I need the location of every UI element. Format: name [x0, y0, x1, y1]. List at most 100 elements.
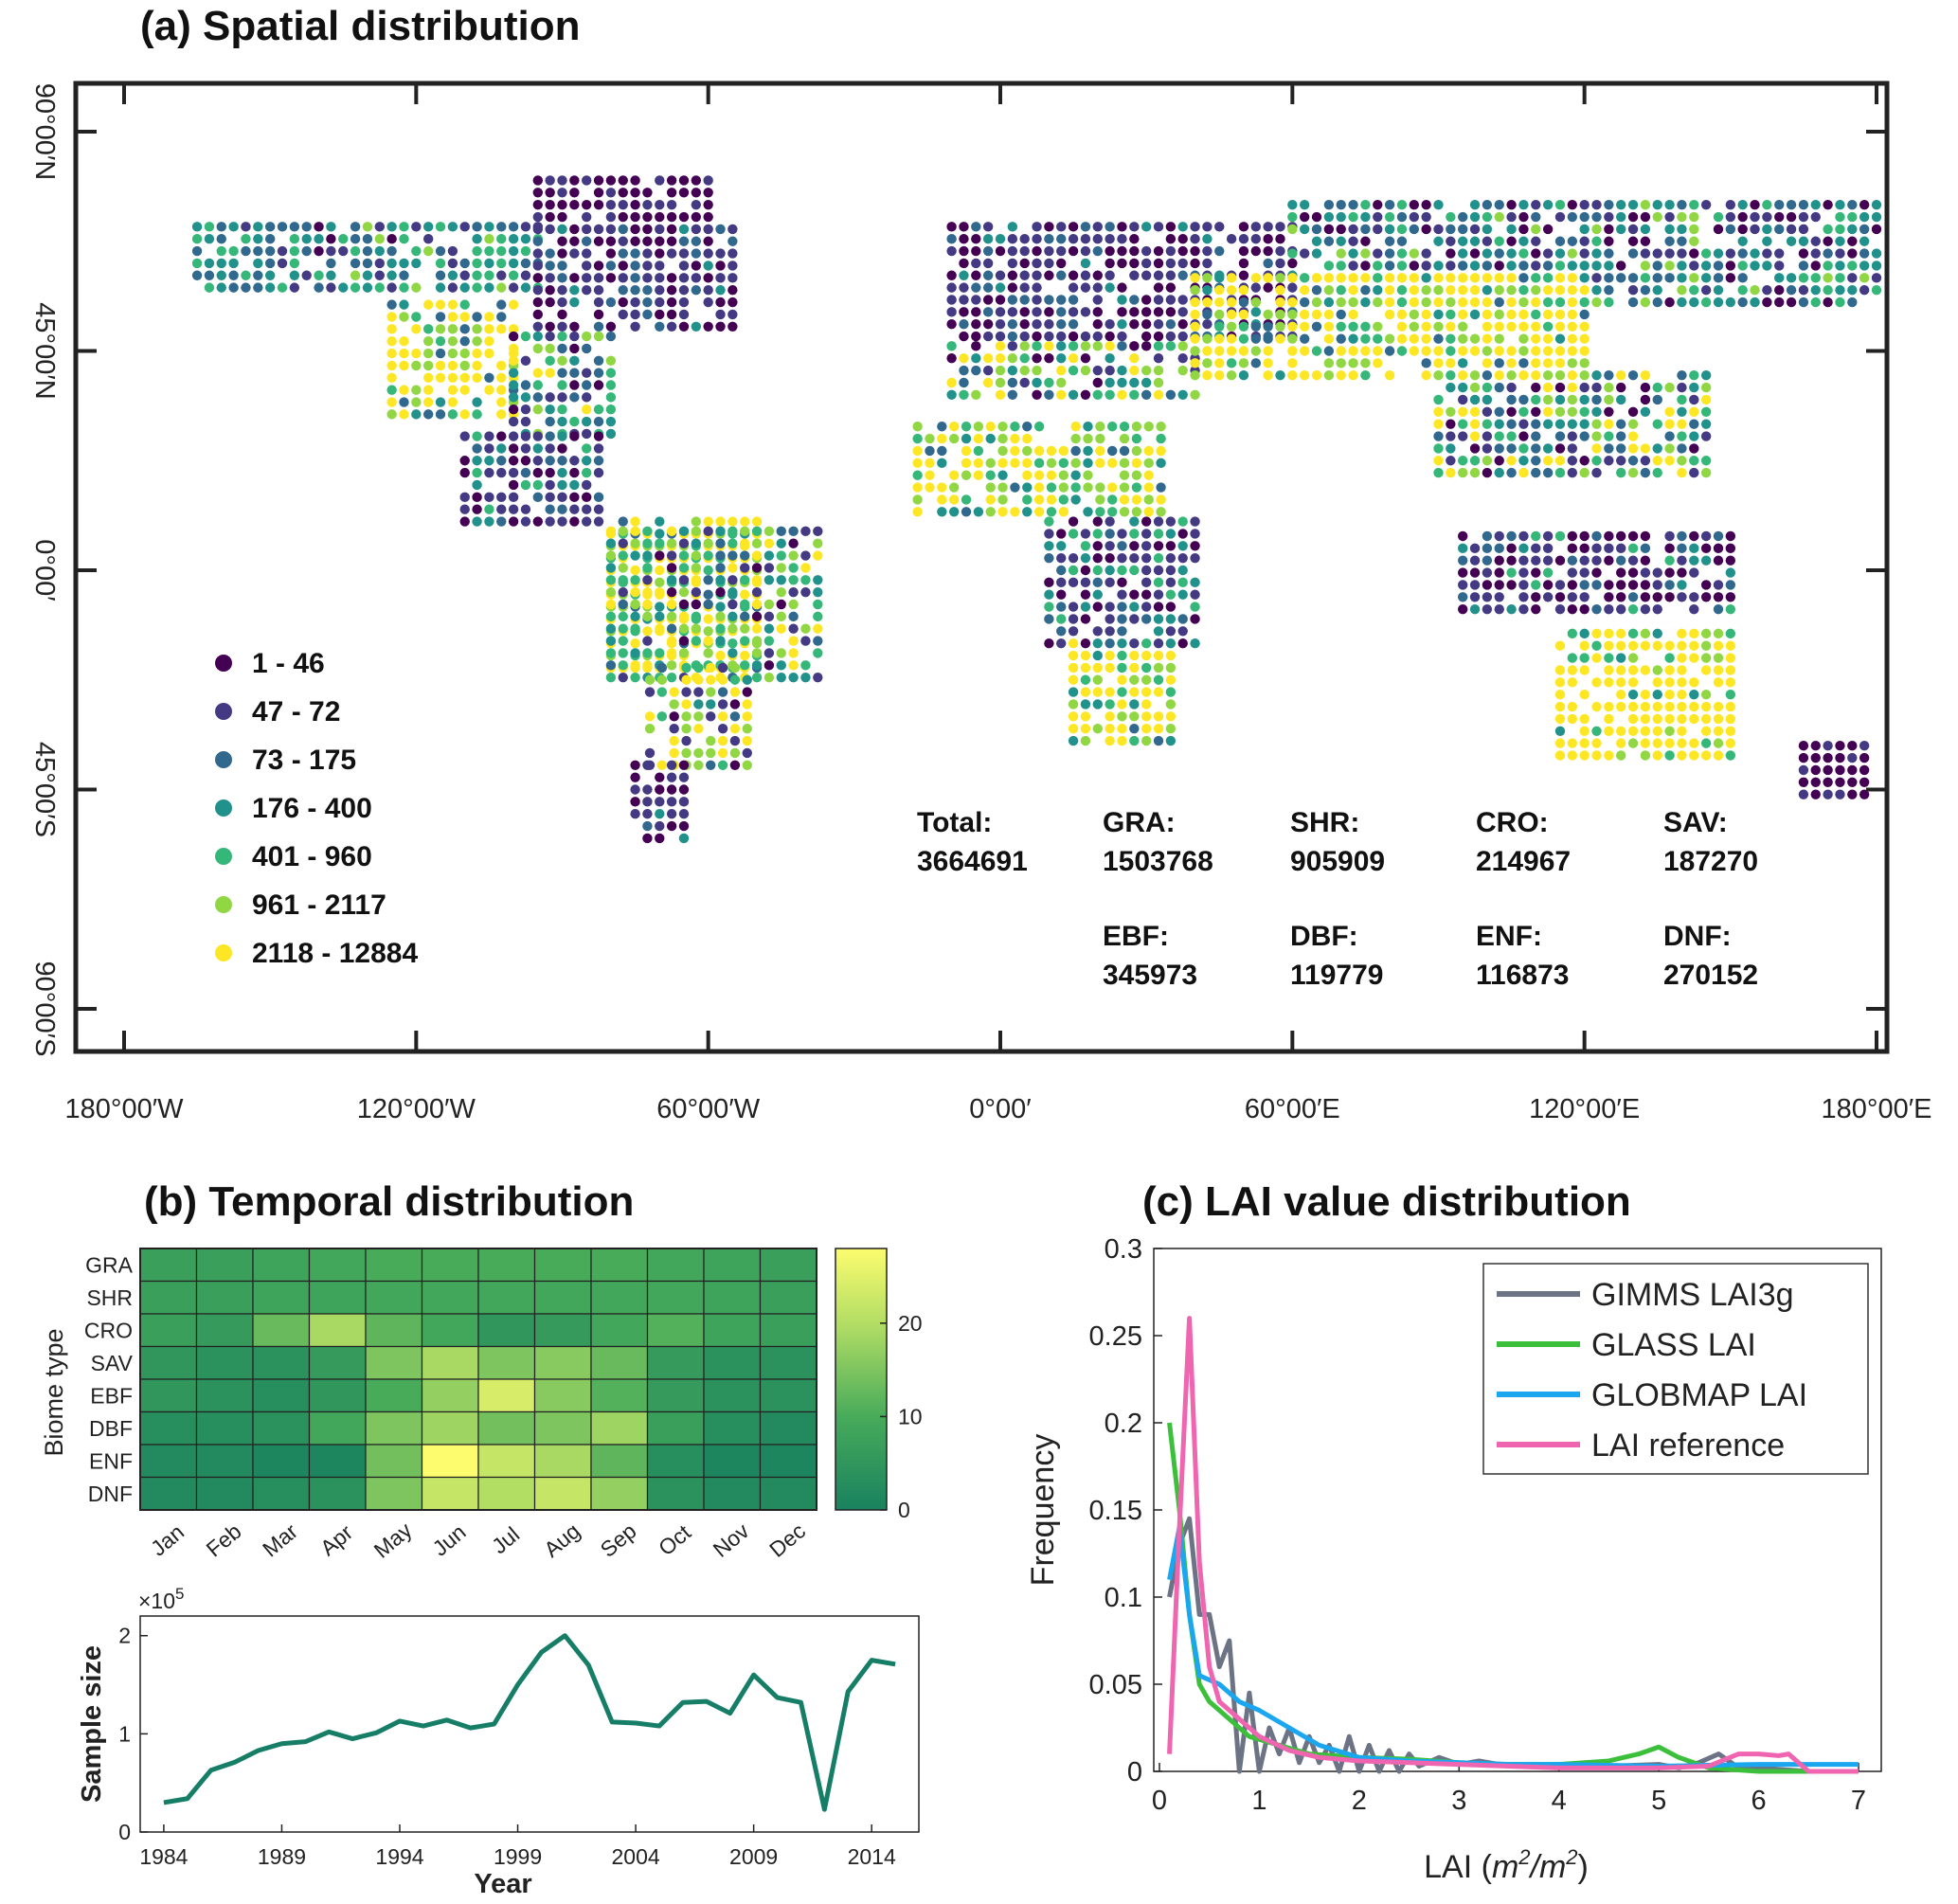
- x-tick-label: 1999: [494, 1844, 542, 1869]
- map-dot: [946, 282, 957, 293]
- map-dot: [362, 270, 373, 280]
- map-dot: [1263, 309, 1273, 320]
- map-dot: [1080, 341, 1091, 351]
- map-dot: [961, 458, 972, 469]
- map-dot: [655, 797, 665, 807]
- map-dot: [191, 245, 203, 257]
- heatmap-cell: [195, 1345, 254, 1380]
- map-dot: [532, 443, 544, 454]
- map-dot: [973, 458, 984, 469]
- map-dot: [740, 623, 750, 634]
- map-dot: [1214, 309, 1225, 320]
- map-dot: [1469, 567, 1481, 578]
- map-dot: [1469, 211, 1481, 223]
- map-dot: [447, 336, 458, 347]
- map-dot: [277, 222, 288, 232]
- map-dot: [1627, 555, 1639, 566]
- map-dot: [1446, 431, 1456, 441]
- map-dot: [1105, 222, 1115, 232]
- map-dot: [1263, 245, 1273, 257]
- map-dot: [216, 222, 226, 232]
- map-dot: [447, 258, 458, 269]
- map-dot: [1056, 626, 1067, 637]
- heatmap-cell: [477, 1313, 536, 1348]
- map-dot: [1627, 653, 1639, 663]
- map-dot: [520, 282, 531, 293]
- map-dot: [1786, 284, 1797, 296]
- map-dot: [1810, 752, 1821, 763]
- map-dot: [751, 516, 763, 527]
- map-dot: [1604, 406, 1614, 418]
- map-dot: [1105, 565, 1115, 576]
- map-dot: [545, 443, 555, 454]
- map-dot: [1847, 741, 1858, 751]
- map-dot: [1847, 224, 1858, 235]
- map-dot: [593, 368, 604, 378]
- map-dot: [1384, 211, 1395, 223]
- map-dot: [666, 273, 677, 283]
- map-dot: [1056, 295, 1067, 305]
- map-dot: [1700, 530, 1712, 542]
- map-dot: [472, 312, 482, 322]
- map-dot: [937, 433, 947, 444]
- map-dot: [1092, 233, 1103, 244]
- map-dot: [1469, 382, 1481, 393]
- map-dot: [1664, 236, 1675, 246]
- map-dot: [1287, 282, 1298, 293]
- map-dot: [1798, 789, 1809, 799]
- map-dot: [1700, 273, 1712, 283]
- map-dot: [618, 611, 628, 622]
- map-dot: [912, 445, 923, 457]
- map-dot: [1810, 236, 1821, 246]
- map-dot: [1640, 603, 1651, 615]
- map-dot: [1433, 236, 1444, 246]
- map-dot: [751, 563, 763, 573]
- map-dot: [496, 409, 507, 420]
- map-dot: [1129, 295, 1140, 305]
- map-dot: [1433, 467, 1444, 478]
- map-dot: [1275, 370, 1285, 381]
- map-dot: [496, 282, 507, 293]
- map-dot: [995, 377, 1006, 388]
- map-dot: [1129, 258, 1140, 269]
- map-dot: [1226, 333, 1237, 344]
- map-dot: [1616, 394, 1626, 405]
- map-dot: [1092, 222, 1103, 232]
- map-dot: [1106, 458, 1118, 469]
- map-dot: [1677, 750, 1687, 761]
- stat-value: 116873: [1476, 960, 1569, 991]
- map-dot: [1336, 248, 1346, 259]
- map-dot: [1567, 555, 1578, 566]
- map-dot: [1506, 456, 1517, 466]
- x-tick-label: 1984: [139, 1844, 188, 1869]
- map-dot: [374, 245, 385, 257]
- map-dot: [1591, 199, 1602, 210]
- map-dot: [1446, 321, 1456, 332]
- map-dot: [1713, 211, 1724, 223]
- map-dot: [472, 372, 482, 383]
- map-dot: [1506, 370, 1517, 381]
- map-dot: [1238, 233, 1249, 244]
- map-dot: [459, 409, 470, 420]
- map-dot: [1153, 614, 1164, 624]
- map-dot: [1287, 248, 1298, 259]
- sample-size-line: [163, 1633, 896, 1812]
- map-dot: [1616, 467, 1626, 478]
- map-dot: [1143, 494, 1154, 505]
- map-dot: [1092, 307, 1103, 317]
- map-dot: [1640, 530, 1651, 542]
- map-dot: [569, 368, 580, 378]
- map-dot: [422, 299, 434, 310]
- map-dot: [1835, 284, 1845, 296]
- map-dot: [1506, 603, 1517, 615]
- map-dot: [1579, 592, 1590, 602]
- map-dot: [1725, 750, 1736, 761]
- map-dot: [1713, 273, 1724, 283]
- heatmap-cell: [533, 1378, 592, 1413]
- map-dot: [666, 672, 677, 683]
- map-dot: [326, 282, 336, 293]
- map-dot: [496, 233, 507, 244]
- map-dot: [1250, 245, 1261, 257]
- map-dot: [1141, 711, 1152, 722]
- map-dot: [1506, 236, 1517, 246]
